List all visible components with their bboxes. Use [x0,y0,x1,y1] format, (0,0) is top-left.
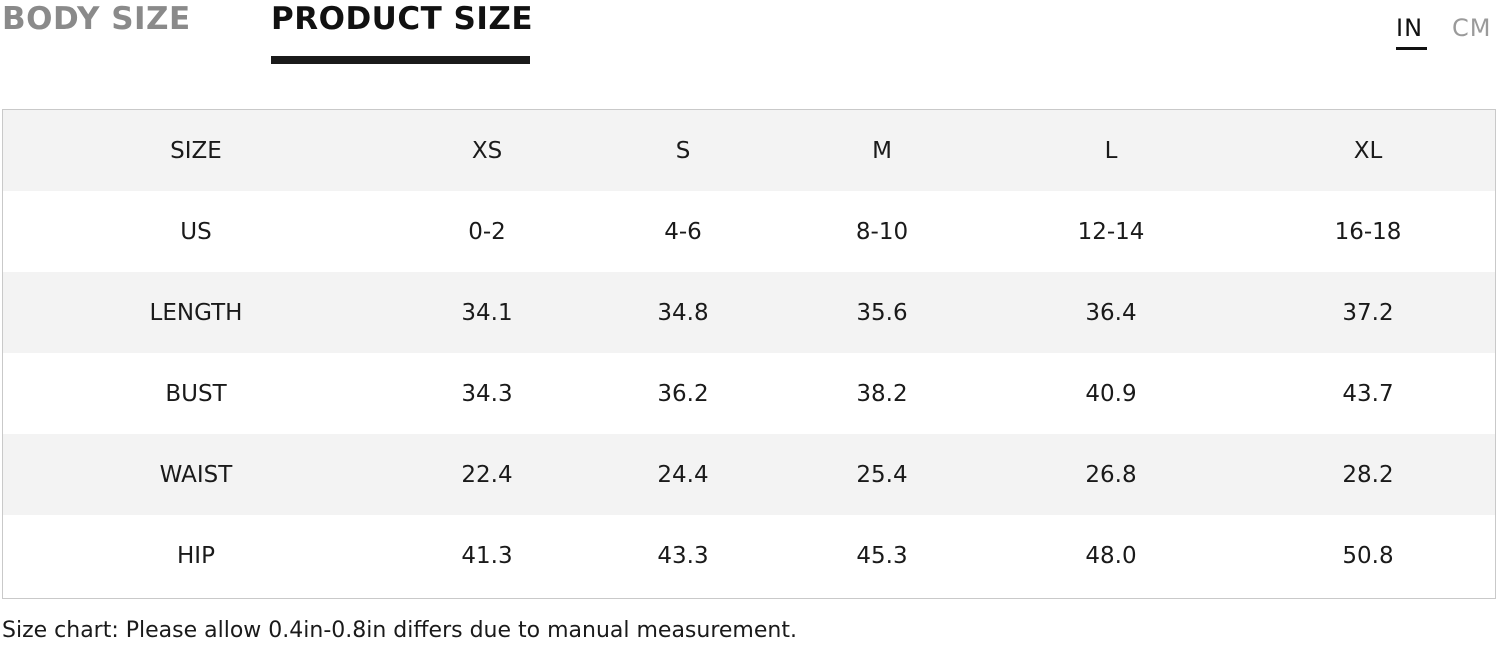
table-cell: 45.3 [781,515,983,596]
table-cell: 34.8 [585,272,781,353]
table-cell: 28.2 [1239,434,1495,515]
table-cell: 16-18 [1239,191,1495,272]
table-cell: 0-2 [389,191,585,272]
table-cell: 12-14 [983,191,1239,272]
header-cell: M [781,110,983,191]
table-row: LENGTH 34.1 34.8 35.6 36.4 37.2 [3,272,1495,353]
unit-toggle-cm[interactable]: CM [1452,14,1492,42]
table-row: BUST 34.3 36.2 38.2 40.9 43.7 [3,353,1495,434]
table-cell: 22.4 [389,434,585,515]
table-row: WAIST 22.4 24.4 25.4 26.8 28.2 [3,434,1495,515]
table-row: HIP 41.3 43.3 45.3 48.0 50.8 [3,515,1495,596]
table-cell: 40.9 [983,353,1239,434]
table-cell: 38.2 [781,353,983,434]
header-cell: S [585,110,781,191]
table-cell: 43.3 [585,515,781,596]
table-cell: 34.1 [389,272,585,353]
table-cell: 26.8 [983,434,1239,515]
table-cell: 34.3 [389,353,585,434]
table-cell: 8-10 [781,191,983,272]
table-cell: 48.0 [983,515,1239,596]
table-cell: 43.7 [1239,353,1495,434]
size-chart-table: SIZE XS S M L XL US 0-2 4-6 8-10 12-14 1… [2,109,1496,599]
table-cell: 50.8 [1239,515,1495,596]
header-cell: L [983,110,1239,191]
active-unit-indicator [1396,47,1427,50]
row-label: HIP [3,515,389,596]
header-cell: SIZE [3,110,389,191]
table-cell: 41.3 [389,515,585,596]
table-cell: 4-6 [585,191,781,272]
header-cell: XS [389,110,585,191]
tab-body-size[interactable]: BODY SIZE [2,1,191,37]
table-cell: 36.4 [983,272,1239,353]
row-label: BUST [3,353,389,434]
table-header-row: SIZE XS S M L XL [3,110,1495,191]
row-label: LENGTH [3,272,389,353]
row-label: WAIST [3,434,389,515]
table-cell: 37.2 [1239,272,1495,353]
header-cell: XL [1239,110,1495,191]
unit-toggle-in[interactable]: IN [1396,14,1424,42]
active-tab-indicator [271,56,530,64]
table-cell: 36.2 [585,353,781,434]
size-chart-note: Size chart: Please allow 0.4in-0.8in dif… [2,618,797,643]
row-label: US [3,191,389,272]
tab-product-size[interactable]: PRODUCT SIZE [271,1,534,37]
table-cell: 35.6 [781,272,983,353]
table-cell: 24.4 [585,434,781,515]
table-cell: 25.4 [781,434,983,515]
table-row: US 0-2 4-6 8-10 12-14 16-18 [3,191,1495,272]
